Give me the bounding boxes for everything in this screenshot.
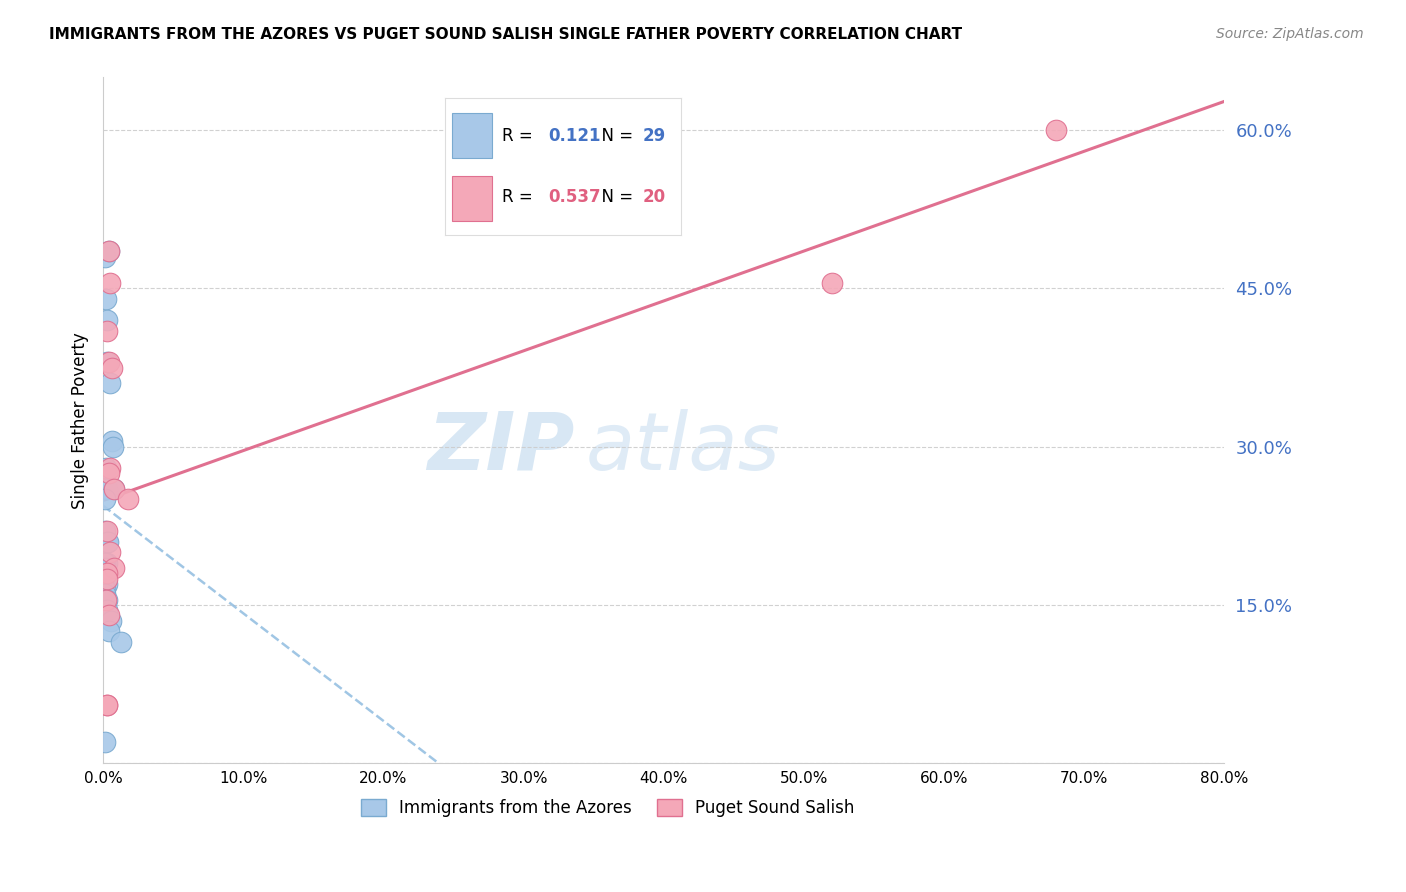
Point <box>96 572 118 586</box>
Point <box>103 482 125 496</box>
Point <box>97 608 120 623</box>
Point <box>97 534 120 549</box>
Point <box>821 276 844 290</box>
Point <box>96 524 118 538</box>
Point <box>94 524 117 538</box>
Point <box>97 355 120 369</box>
Point <box>96 698 118 712</box>
Point <box>93 582 115 596</box>
Text: Source: ZipAtlas.com: Source: ZipAtlas.com <box>1216 27 1364 41</box>
Point <box>96 603 118 617</box>
Point <box>103 482 125 496</box>
Point <box>96 482 118 496</box>
Point <box>94 587 117 601</box>
Point <box>1045 123 1067 137</box>
Text: ZIP: ZIP <box>426 409 574 487</box>
Text: IMMIGRANTS FROM THE AZORES VS PUGET SOUND SALISH SINGLE FATHER POVERTY CORRELATI: IMMIGRANTS FROM THE AZORES VS PUGET SOUN… <box>49 27 962 42</box>
Point <box>97 624 120 639</box>
Point <box>100 434 122 449</box>
Point <box>94 572 117 586</box>
Legend: Immigrants from the Azores, Puget Sound Salish: Immigrants from the Azores, Puget Sound … <box>354 792 862 823</box>
Point <box>97 244 120 259</box>
Point <box>96 324 118 338</box>
Point <box>96 698 118 712</box>
Point <box>94 556 117 570</box>
Point <box>94 561 117 575</box>
Point <box>96 556 118 570</box>
Point <box>96 534 118 549</box>
Point <box>98 460 121 475</box>
Y-axis label: Single Father Poverty: Single Father Poverty <box>72 332 89 508</box>
Point <box>94 460 117 475</box>
Point <box>96 566 118 581</box>
Point <box>97 244 120 259</box>
Point <box>98 376 121 391</box>
Point <box>94 592 117 607</box>
Point <box>96 576 118 591</box>
Point <box>96 592 118 607</box>
Point <box>96 313 118 327</box>
Point <box>94 292 117 306</box>
Point <box>110 635 132 649</box>
Point <box>117 492 139 507</box>
Point <box>97 466 120 480</box>
Point <box>100 614 122 628</box>
Point <box>100 360 122 375</box>
Point <box>101 440 124 454</box>
Point <box>93 492 115 507</box>
Point <box>103 561 125 575</box>
Point <box>96 355 118 369</box>
Point <box>93 556 115 570</box>
Point <box>93 735 115 749</box>
Text: atlas: atlas <box>585 409 780 487</box>
Point <box>93 250 115 264</box>
Point <box>98 276 121 290</box>
Point <box>98 545 121 559</box>
